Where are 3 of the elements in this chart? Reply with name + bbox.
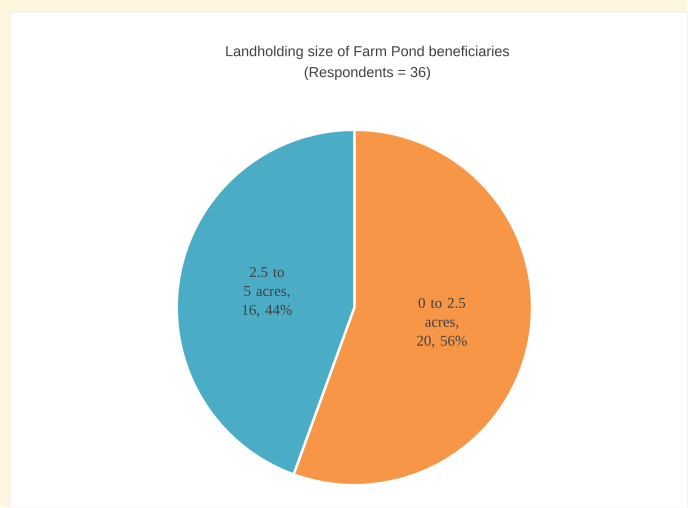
- chart-subtitle: (Respondents = 36): [304, 66, 430, 80]
- slice-label: 2.5 to 5 acres: [244, 266, 286, 296]
- chart-title: Landholding size of Farm Pond beneficiaries: [226, 46, 510, 60]
